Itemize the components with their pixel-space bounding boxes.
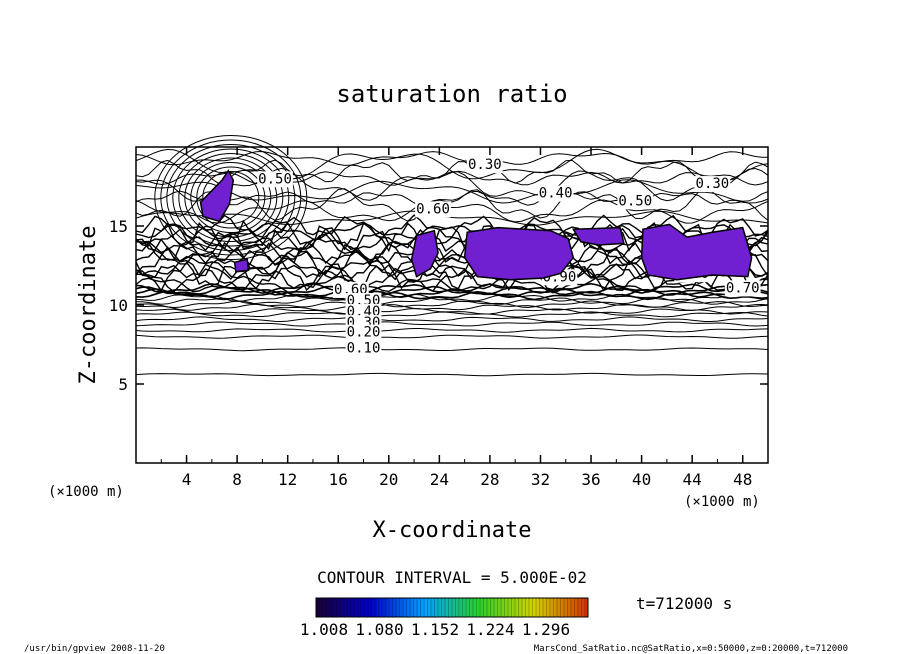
contour-line [135, 214, 769, 240]
contour-label: 0.30 [468, 157, 502, 173]
plot-area: 0.300.300.40 0.500.600.500.600.500.400.30… [109, 135, 769, 489]
contour-line [135, 190, 769, 206]
y-tick-label: 15 [109, 217, 128, 236]
contour-line [135, 293, 768, 303]
contour-label: 0.50 [618, 193, 652, 209]
contour-label-background [617, 193, 654, 210]
contour-label: 0.10 [347, 340, 381, 356]
x-tick-label: 4 [182, 470, 192, 489]
contour-line [178, 153, 284, 243]
y-axis-title: Z-coordinate [76, 226, 101, 385]
contour-line [172, 148, 290, 247]
x-tick-label: 8 [232, 470, 242, 489]
contour-line [190, 162, 272, 234]
colorbar-tick-label: 1.224 [466, 620, 514, 639]
contour-line [135, 372, 769, 377]
x-tick-label: 36 [581, 470, 600, 489]
x-tick-label: 20 [379, 470, 398, 489]
contour-lines-layer [135, 135, 769, 377]
contour-line [135, 321, 769, 327]
footer-left: /usr/bin/gpview 2008-11-20 [24, 644, 165, 654]
contour-line [135, 327, 769, 333]
x-tick-label: 24 [430, 470, 449, 489]
contour-label-background [724, 280, 761, 297]
colorbar: 1.008 1.080 1.152 1.224 1.296 [300, 597, 589, 639]
supersaturated-region [463, 226, 575, 281]
supersaturated-region [199, 169, 235, 223]
y-tick-label: 5 [118, 375, 128, 394]
supersaturation-fill-layer [199, 169, 753, 281]
contour-interval-text: CONTOUR INTERVAL = 5.000E-02 [317, 568, 587, 587]
contour-label: 0.30 [696, 176, 730, 192]
supersaturated-region [571, 226, 625, 246]
contour-line [135, 311, 769, 318]
contour-line [135, 347, 769, 352]
contour-line [160, 139, 302, 256]
contour-line [135, 334, 769, 339]
contour-label-background [345, 340, 382, 357]
supersaturated-region [233, 258, 250, 273]
x-axis-ticks: 4 8 12 16 20 24 28 32 36 40 44 48 [160, 147, 752, 489]
x-tick-label: 32 [531, 470, 550, 489]
x-tick-label: 44 [683, 470, 702, 489]
colorbar-tick-label: 1.296 [522, 620, 570, 639]
colorbar-time: t=712000 s [636, 594, 732, 613]
y-tick-label: 10 [109, 296, 128, 315]
contour-line [135, 150, 769, 166]
contour-line [135, 307, 769, 315]
contour-line [136, 170, 769, 186]
contour-labels-layer: 0.300.300.40 0.500.600.500.600.500.400.30… [257, 157, 761, 357]
y-axis-unit: (×1000 m) [48, 484, 124, 500]
contour-line [154, 135, 308, 261]
contour-line [184, 157, 278, 238]
contour-label-background [257, 171, 293, 188]
contour-line [196, 166, 266, 229]
contour-label-background [345, 324, 382, 341]
contour-label: 0.50 [258, 171, 292, 187]
contour-line [135, 275, 769, 294]
contour-line [135, 179, 769, 204]
contour-label: 0.20 [347, 325, 381, 341]
colorbar-tick-label: 1.152 [411, 620, 459, 639]
contour-line [202, 171, 260, 225]
contour-label: 0.40 [539, 186, 573, 202]
contour-line [135, 290, 769, 301]
contour-label-background [467, 157, 503, 174]
y-axis-ticks: 5 10 15 [109, 217, 768, 394]
contour-label-background [415, 201, 451, 218]
contour-line [135, 316, 769, 323]
contour-label: 0.60 [416, 201, 450, 217]
chart-title: saturation ratio [336, 80, 567, 108]
contour-line [166, 144, 296, 252]
supersaturated-region [410, 229, 439, 278]
footer-right: MarsCond_SatRatio.nc@SatRatio,x=0:50000,… [534, 644, 848, 654]
x-axis-unit: (×1000 m) [684, 494, 760, 510]
colorbar-gradient [315, 597, 589, 618]
colorbar-tick-label: 1.080 [355, 620, 403, 639]
contour-line [136, 296, 769, 306]
contour-label: 0.70 [726, 280, 760, 296]
contour-line [135, 199, 769, 224]
contour-label-background [694, 176, 731, 193]
x-tick-label: 28 [480, 470, 499, 489]
x-tick-label: 40 [632, 470, 651, 489]
x-tick-label: 48 [733, 470, 752, 489]
contour-label-background [537, 185, 574, 202]
x-tick-label: 12 [278, 470, 297, 489]
x-tick-label: 16 [329, 470, 348, 489]
supersaturated-region [640, 223, 753, 281]
colorbar-tick-label: 1.008 [300, 620, 348, 639]
x-axis-title: X-coordinate [373, 518, 532, 543]
